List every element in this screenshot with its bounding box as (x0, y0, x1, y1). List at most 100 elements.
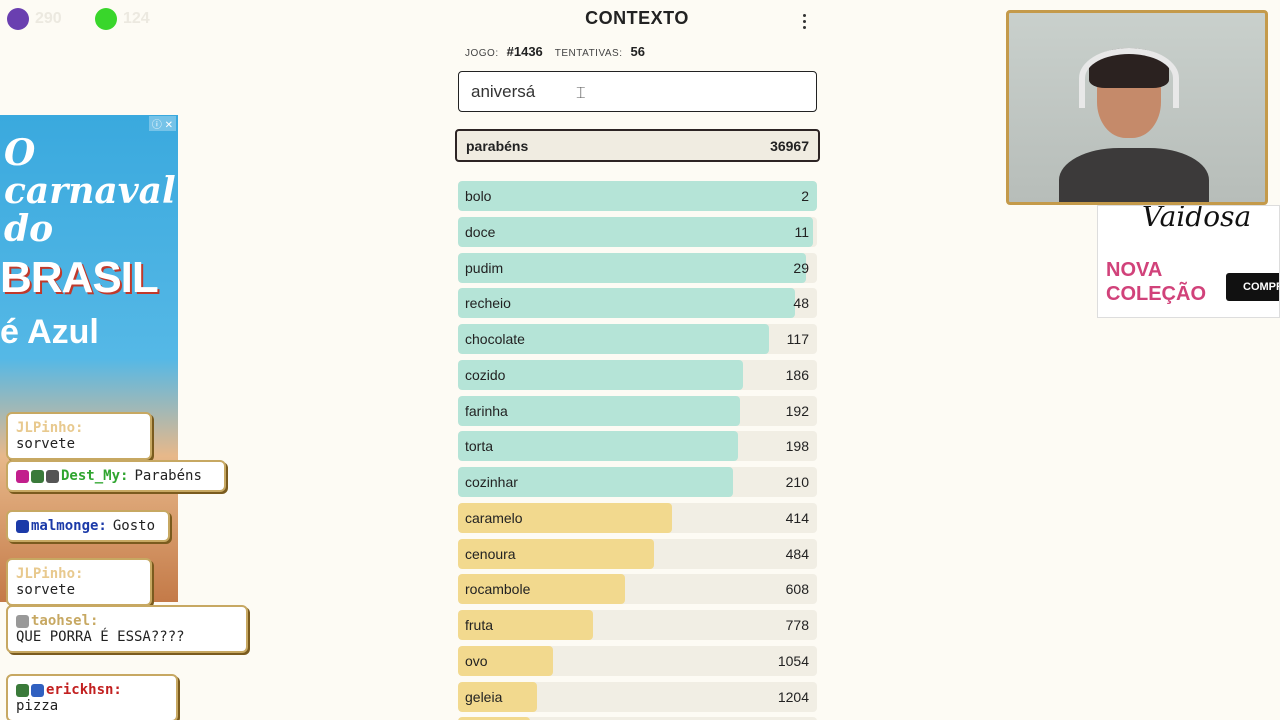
similarity-bar (458, 288, 796, 319)
guess-row: cenoura 484 (458, 538, 817, 569)
guess-word: chocolate (465, 331, 525, 347)
similarity-bar (458, 502, 672, 533)
ad-headline: O carnaval do (4, 132, 176, 250)
guess-rank: 414 (785, 509, 809, 526)
guess-word: doce (465, 223, 496, 240)
ad-buy-button[interactable]: COMPR (1226, 273, 1279, 301)
game-number: #1436 (506, 44, 543, 59)
game-stats: JOGO: #1436 TENTATIVAS: 56 (465, 44, 645, 59)
guess-word: bolo (465, 188, 492, 204)
guess-rank: 1054 (777, 652, 809, 669)
chat-message: JLPinho: sorvete (6, 558, 152, 606)
ad-banner-right[interactable]: Vaidosa NOVA COLEÇÃO COMPR (1097, 205, 1280, 318)
guess-word: cozinhar (465, 474, 518, 490)
guess-word: ovo (465, 652, 488, 669)
chat-text: sorvete (16, 582, 76, 598)
similarity-bar (458, 216, 814, 247)
counter-purple: 290 (7, 8, 62, 30)
guess-row: doce 11 (458, 216, 817, 247)
guess-rank: 608 (785, 581, 809, 598)
similarity-bar (458, 645, 554, 676)
guess-rank: 210 (785, 474, 809, 490)
similarity-bar (458, 538, 654, 569)
guess-row: fruta 778 (458, 610, 817, 640)
more-options-icon[interactable] (798, 10, 810, 32)
chat-badge-icon (31, 469, 44, 483)
chat-username: malmonge: (31, 518, 107, 534)
chat-username: taohsel: (31, 613, 99, 629)
guess-rank: 1204 (777, 688, 809, 705)
chat-badge-icon (46, 469, 59, 483)
chat-badge-icon (31, 683, 44, 697)
chat-message: taohsel: QUE PORRA É ESSA???? (6, 605, 248, 653)
chat-badge-icon (16, 469, 29, 483)
chat-username: JLPinho: (16, 566, 84, 582)
chat-text: Parabéns (134, 468, 202, 484)
chat-username: JLPinho: (16, 420, 84, 436)
guess-word: caramelo (465, 509, 523, 526)
text-cursor-icon: ⌶ (576, 85, 586, 102)
guess-row: caramelo 414 (458, 502, 817, 533)
guess-row: rocambole 608 (458, 574, 817, 605)
counter-value: 124 (123, 10, 150, 27)
chat-username: Dest_My: (61, 468, 129, 484)
guess-rank: 186 (785, 366, 809, 383)
guess-rank: 11 (794, 223, 809, 240)
webcam-overlay (1006, 10, 1268, 205)
ad-nova: NOVA (1106, 259, 1163, 281)
guess-rank: 198 (785, 438, 809, 455)
chat-text: sorvete (16, 436, 76, 452)
guess-word: rocambole (465, 581, 531, 598)
guess-word: geleia (465, 688, 503, 705)
similarity-bar (458, 717, 530, 720)
guess-rank: 192 (785, 402, 809, 419)
guess-row: recheio 48 (458, 288, 817, 319)
guess-word: cozido (465, 366, 506, 383)
similarity-bar (458, 431, 739, 462)
purple-dot-icon (7, 8, 29, 30)
chat-message: Dest_My: Parabéns (6, 460, 226, 492)
chat-text: QUE PORRA É ESSA???? (16, 629, 185, 645)
guess-word: farinha (465, 402, 508, 419)
guess-row: bolo 2 (458, 181, 817, 211)
ad-choices-icon[interactable]: ⓘ ✕ (148, 116, 176, 131)
page-title: CONTEXTO (585, 8, 689, 28)
current-guess-rank: 36967 (770, 137, 809, 154)
guess-rank: 484 (785, 545, 809, 562)
guess-input[interactable] (458, 71, 817, 112)
chat-text: Gosto (112, 518, 156, 534)
ad-brand-text: BRASIL (0, 253, 159, 302)
guess-rank: 117 (786, 331, 809, 347)
similarity-bar (458, 181, 817, 211)
ad-colecao: COLEÇÃO (1106, 283, 1206, 305)
similarity-bar (458, 681, 537, 712)
counter-green: 124 (95, 8, 150, 30)
similarity-bar (458, 610, 593, 640)
guess-row: ovo 1054 (458, 645, 817, 676)
guess-word: pudim (465, 259, 504, 276)
guess-row: cozinhar 210 (458, 467, 817, 497)
chat-message: erickhsn: pizza (6, 674, 178, 720)
ad-script-text: Vaidosa (1142, 205, 1252, 233)
similarity-bar (458, 324, 769, 354)
similarity-bar (458, 252, 807, 283)
guess-word: cenoura (465, 545, 516, 562)
guess-row: pudim 29 (458, 252, 817, 283)
green-dot-icon (95, 8, 117, 30)
attempts-label: TENTATIVAS: (554, 48, 623, 59)
chat-text: pizza (16, 698, 59, 714)
guess-rank: 29 (793, 259, 809, 276)
streamer-figure (1059, 48, 1209, 202)
current-guess-row: parabéns 36967 (455, 129, 820, 162)
guess-rank: 778 (785, 617, 809, 633)
guess-row: cozido 186 (458, 359, 817, 390)
similarity-bar (458, 574, 625, 605)
guess-word: fruta (465, 617, 494, 633)
similarity-bar (458, 467, 733, 497)
guess-word: torta (465, 438, 494, 455)
counter-value: 290 (35, 10, 62, 27)
similarity-bar (458, 395, 740, 426)
current-guess-word: parabéns (466, 137, 529, 154)
guess-row: chocolate 117 (458, 324, 817, 354)
guess-word: recheio (465, 295, 511, 312)
